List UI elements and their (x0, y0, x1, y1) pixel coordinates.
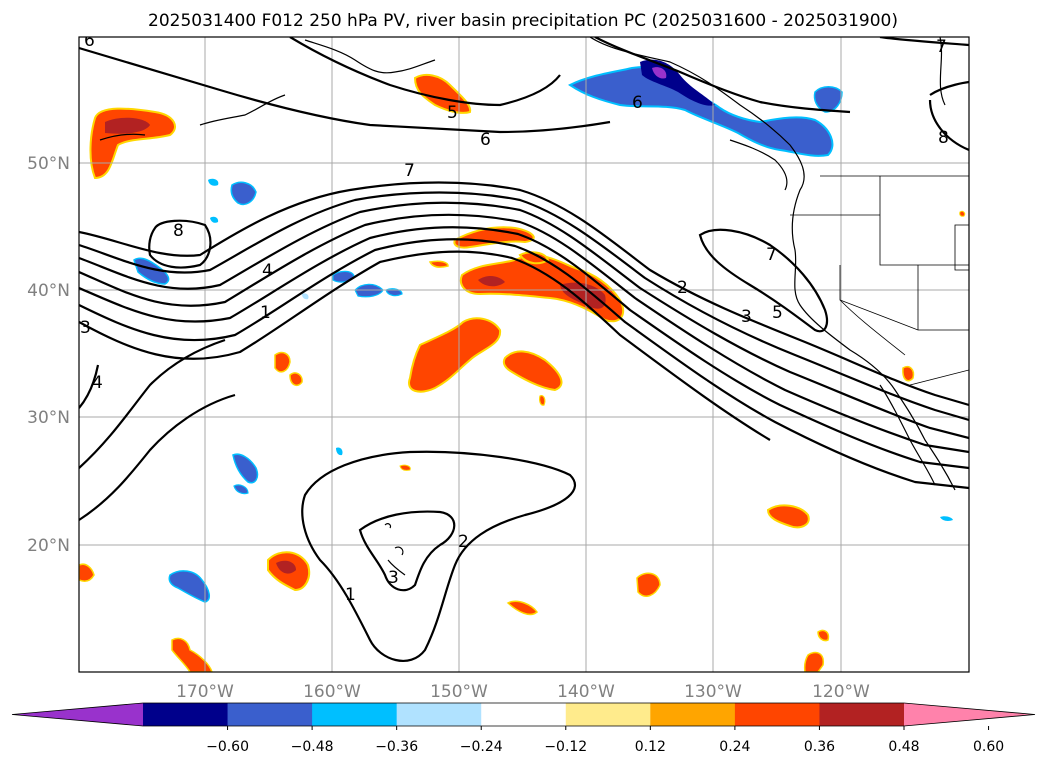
colorbar-tick-label: −0.48 (291, 739, 334, 755)
contour-label: 4 (92, 373, 103, 393)
latitude-labels: 50°N 40°N 30°N 20°N (27, 154, 70, 556)
contour-label: 3 (741, 307, 752, 327)
contour-label: 7 (404, 161, 415, 181)
contour-label: 2 (677, 278, 688, 298)
political-borders (790, 175, 969, 386)
colorbar-box (396, 703, 482, 726)
contour-label: 6 (84, 31, 95, 51)
map-frame (78, 36, 970, 673)
colorbar-box (481, 703, 567, 726)
lat-label: 20°N (27, 536, 70, 556)
colorbar-box (312, 703, 398, 726)
graticule (79, 37, 969, 672)
colorbar-extend-min (12, 703, 143, 726)
colorbar-tick-label: 0.36 (804, 739, 835, 755)
colorbar-tick-label: −0.24 (460, 739, 503, 755)
contour-label: 8 (938, 128, 949, 148)
contour-label: 1 (260, 303, 271, 323)
colorbar: −0.60 −0.48 −0.36 −0.24 −0.12 0.12 0.24 0.36 0.4… (11, 702, 1036, 755)
map-title: 2025031400 F012 250 hPa PV, river basin … (148, 11, 898, 31)
lon-label: 140°W (557, 682, 615, 702)
contour-label: 3 (80, 318, 91, 338)
colorbar-outline (11, 702, 1036, 727)
contour-label: 8 (173, 221, 184, 241)
colorbar-tick-label: 0.60 (973, 739, 1004, 755)
contour-labels: 6 5 6 7 8 4 1 3 4 2 3 5 7 7 6 8 2 3 1 (80, 31, 949, 605)
contour-label: 7 (936, 37, 947, 57)
colorbar-box (734, 703, 820, 726)
map-area: 6 5 6 7 8 4 1 3 4 2 3 5 7 7 6 8 2 3 1 (79, 31, 969, 672)
contour-label: 7 (766, 245, 777, 265)
lat-label: 40°N (27, 281, 70, 301)
lon-label: 120°W (812, 682, 870, 702)
precip-negative-regions (133, 59, 953, 603)
lat-label: 30°N (27, 408, 70, 428)
contour-label: 6 (632, 93, 643, 113)
colorbar-tick-label: −0.36 (375, 739, 418, 755)
lon-label: 170°W (176, 682, 234, 702)
longitude-labels: 170°W 160°W 150°W 140°W 130°W 120°W (176, 682, 870, 702)
colorbar-box (143, 703, 229, 726)
colorbar-box (819, 703, 905, 726)
colorbar-box (565, 703, 651, 726)
contour-label: 5 (447, 103, 458, 123)
colorbar-tick-label: −0.12 (544, 739, 587, 755)
colorbar-tick-label: 0.12 (635, 739, 666, 755)
contour-label: 4 (262, 261, 273, 281)
colorbar-tick-label: 0.48 (888, 739, 919, 755)
pv-contours (79, 37, 969, 662)
colorbar-extend-max (904, 703, 1035, 726)
contour-label: 2 (458, 532, 469, 552)
lon-label: 150°W (430, 682, 488, 702)
lat-label: 50°N (27, 154, 70, 174)
contour-label: 3 (388, 568, 399, 588)
colorbar-tick-label: −0.60 (206, 739, 249, 755)
lon-label: 160°W (303, 682, 361, 702)
colorbar-box (650, 703, 736, 726)
lon-label: 130°W (684, 682, 742, 702)
contour-label: 1 (345, 585, 356, 605)
colorbar-tick-label: 0.24 (719, 739, 750, 755)
contour-label: 5 (772, 303, 783, 323)
contour-label: 6 (480, 130, 491, 150)
colorbar-box (227, 703, 313, 726)
